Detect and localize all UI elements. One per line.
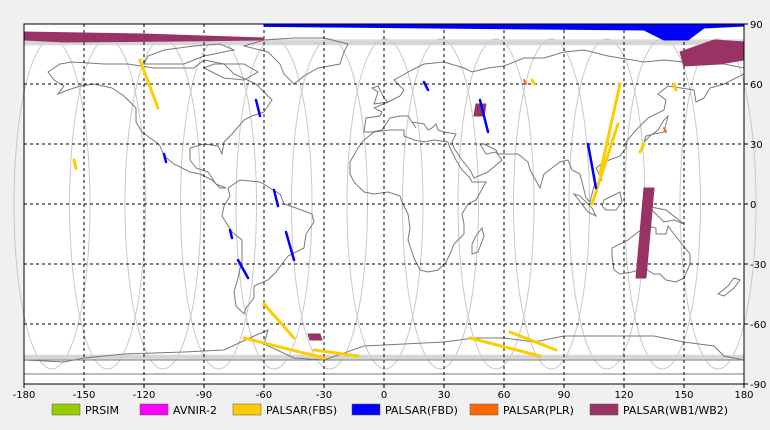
scene-plr — [523, 79, 527, 85]
scene-fbs — [508, 330, 558, 352]
scene-fbd — [284, 230, 296, 262]
latitude-tick-labels: 90 60 30 0 -30 -60 -90 — [744, 20, 766, 391]
legend-swatch — [589, 403, 619, 416]
legend-swatch — [51, 403, 81, 416]
continent-outline — [202, 63, 260, 81]
x-tick-label: 90 — [558, 390, 571, 401]
scene-fbs — [590, 122, 620, 206]
y-tick-label: 30 — [750, 140, 763, 151]
scene-fbs — [262, 302, 296, 340]
continent-outline — [221, 179, 315, 315]
scene-fbs — [72, 158, 78, 170]
legend-label: PALSAR(WB1/WB2) — [623, 404, 728, 417]
continent-outline — [370, 85, 390, 105]
continent-outline — [471, 226, 485, 255]
scene-fbd — [272, 188, 280, 208]
x-tick-label: -120 — [133, 390, 156, 401]
scene-fbs — [638, 142, 646, 154]
scene-fbd — [422, 80, 430, 92]
scene-fbs — [138, 58, 160, 110]
legend-swatch — [232, 403, 262, 416]
x-tick-label: -180 — [13, 390, 36, 401]
scene-fbd — [228, 228, 234, 240]
scene-footprints — [23, 24, 745, 360]
x-tick-label: -30 — [316, 390, 332, 401]
scene-fbd — [236, 258, 250, 280]
x-tick-label: 120 — [614, 390, 633, 401]
x-tick-label: -60 — [256, 390, 272, 401]
legend-swatch — [351, 403, 381, 416]
scene-fbs — [530, 78, 536, 86]
scene-fbs — [598, 82, 622, 176]
continent-outline — [143, 43, 236, 65]
continent-outline — [716, 277, 741, 297]
continent-outline — [645, 205, 685, 225]
scene-fbs — [468, 336, 542, 358]
continent-outline — [601, 191, 623, 211]
longitude-tick-labels: -180 -150 -120 -90 -60 -30 0 30 60 90 120 150 180 — [13, 384, 754, 401]
continent-outline — [643, 114, 669, 143]
legend-label: PRSIM — [85, 404, 119, 417]
x-tick-label: 0 — [381, 390, 387, 401]
x-tick-label: -90 — [196, 390, 212, 401]
map-grid — [24, 24, 744, 384]
scene-fbd — [254, 98, 262, 118]
scene-plr — [663, 127, 667, 133]
y-tick-label: -30 — [750, 260, 766, 271]
x-tick-label: 150 — [674, 390, 693, 401]
map-plot-area — [13, 23, 757, 385]
legend-label: AVNIR-2 — [173, 404, 217, 417]
scene-wb — [307, 333, 323, 341]
scene-wb — [635, 187, 655, 279]
continent-outline — [47, 59, 273, 189]
legend-swatch — [469, 403, 499, 416]
scene-fbd — [478, 98, 490, 134]
legend-label: PALSAR(FBD) — [385, 404, 458, 417]
continent-outline — [242, 37, 349, 85]
y-tick-label: 60 — [750, 80, 763, 91]
scene-fbd — [162, 152, 168, 164]
legend-swatch — [139, 403, 169, 416]
scene-fbs — [242, 336, 326, 360]
legend-label: PALSAR(FBS) — [266, 404, 337, 417]
y-tick-label: 90 — [750, 20, 763, 31]
continent-outline — [572, 193, 598, 218]
y-tick-label: -60 — [750, 320, 766, 331]
legend-label: PALSAR(PLR) — [503, 404, 574, 417]
scene-wb — [23, 31, 265, 43]
continent-outline — [363, 49, 745, 203]
scene-fbs — [312, 348, 360, 358]
scene-fbs — [672, 82, 678, 92]
y-tick-label: -90 — [750, 380, 766, 391]
x-tick-label: 60 — [498, 390, 511, 401]
legend: PRSIM AVNIR-2 PALSAR(FBS) PALSAR(FBD) PALSAR… — [51, 403, 728, 417]
continent-outline — [349, 129, 487, 273]
x-tick-label: 180 — [734, 390, 753, 401]
y-tick-label: 0 — [750, 200, 756, 211]
x-tick-label: -150 — [73, 390, 96, 401]
x-tick-label: 30 — [438, 390, 451, 401]
scene-fbd — [586, 142, 598, 190]
